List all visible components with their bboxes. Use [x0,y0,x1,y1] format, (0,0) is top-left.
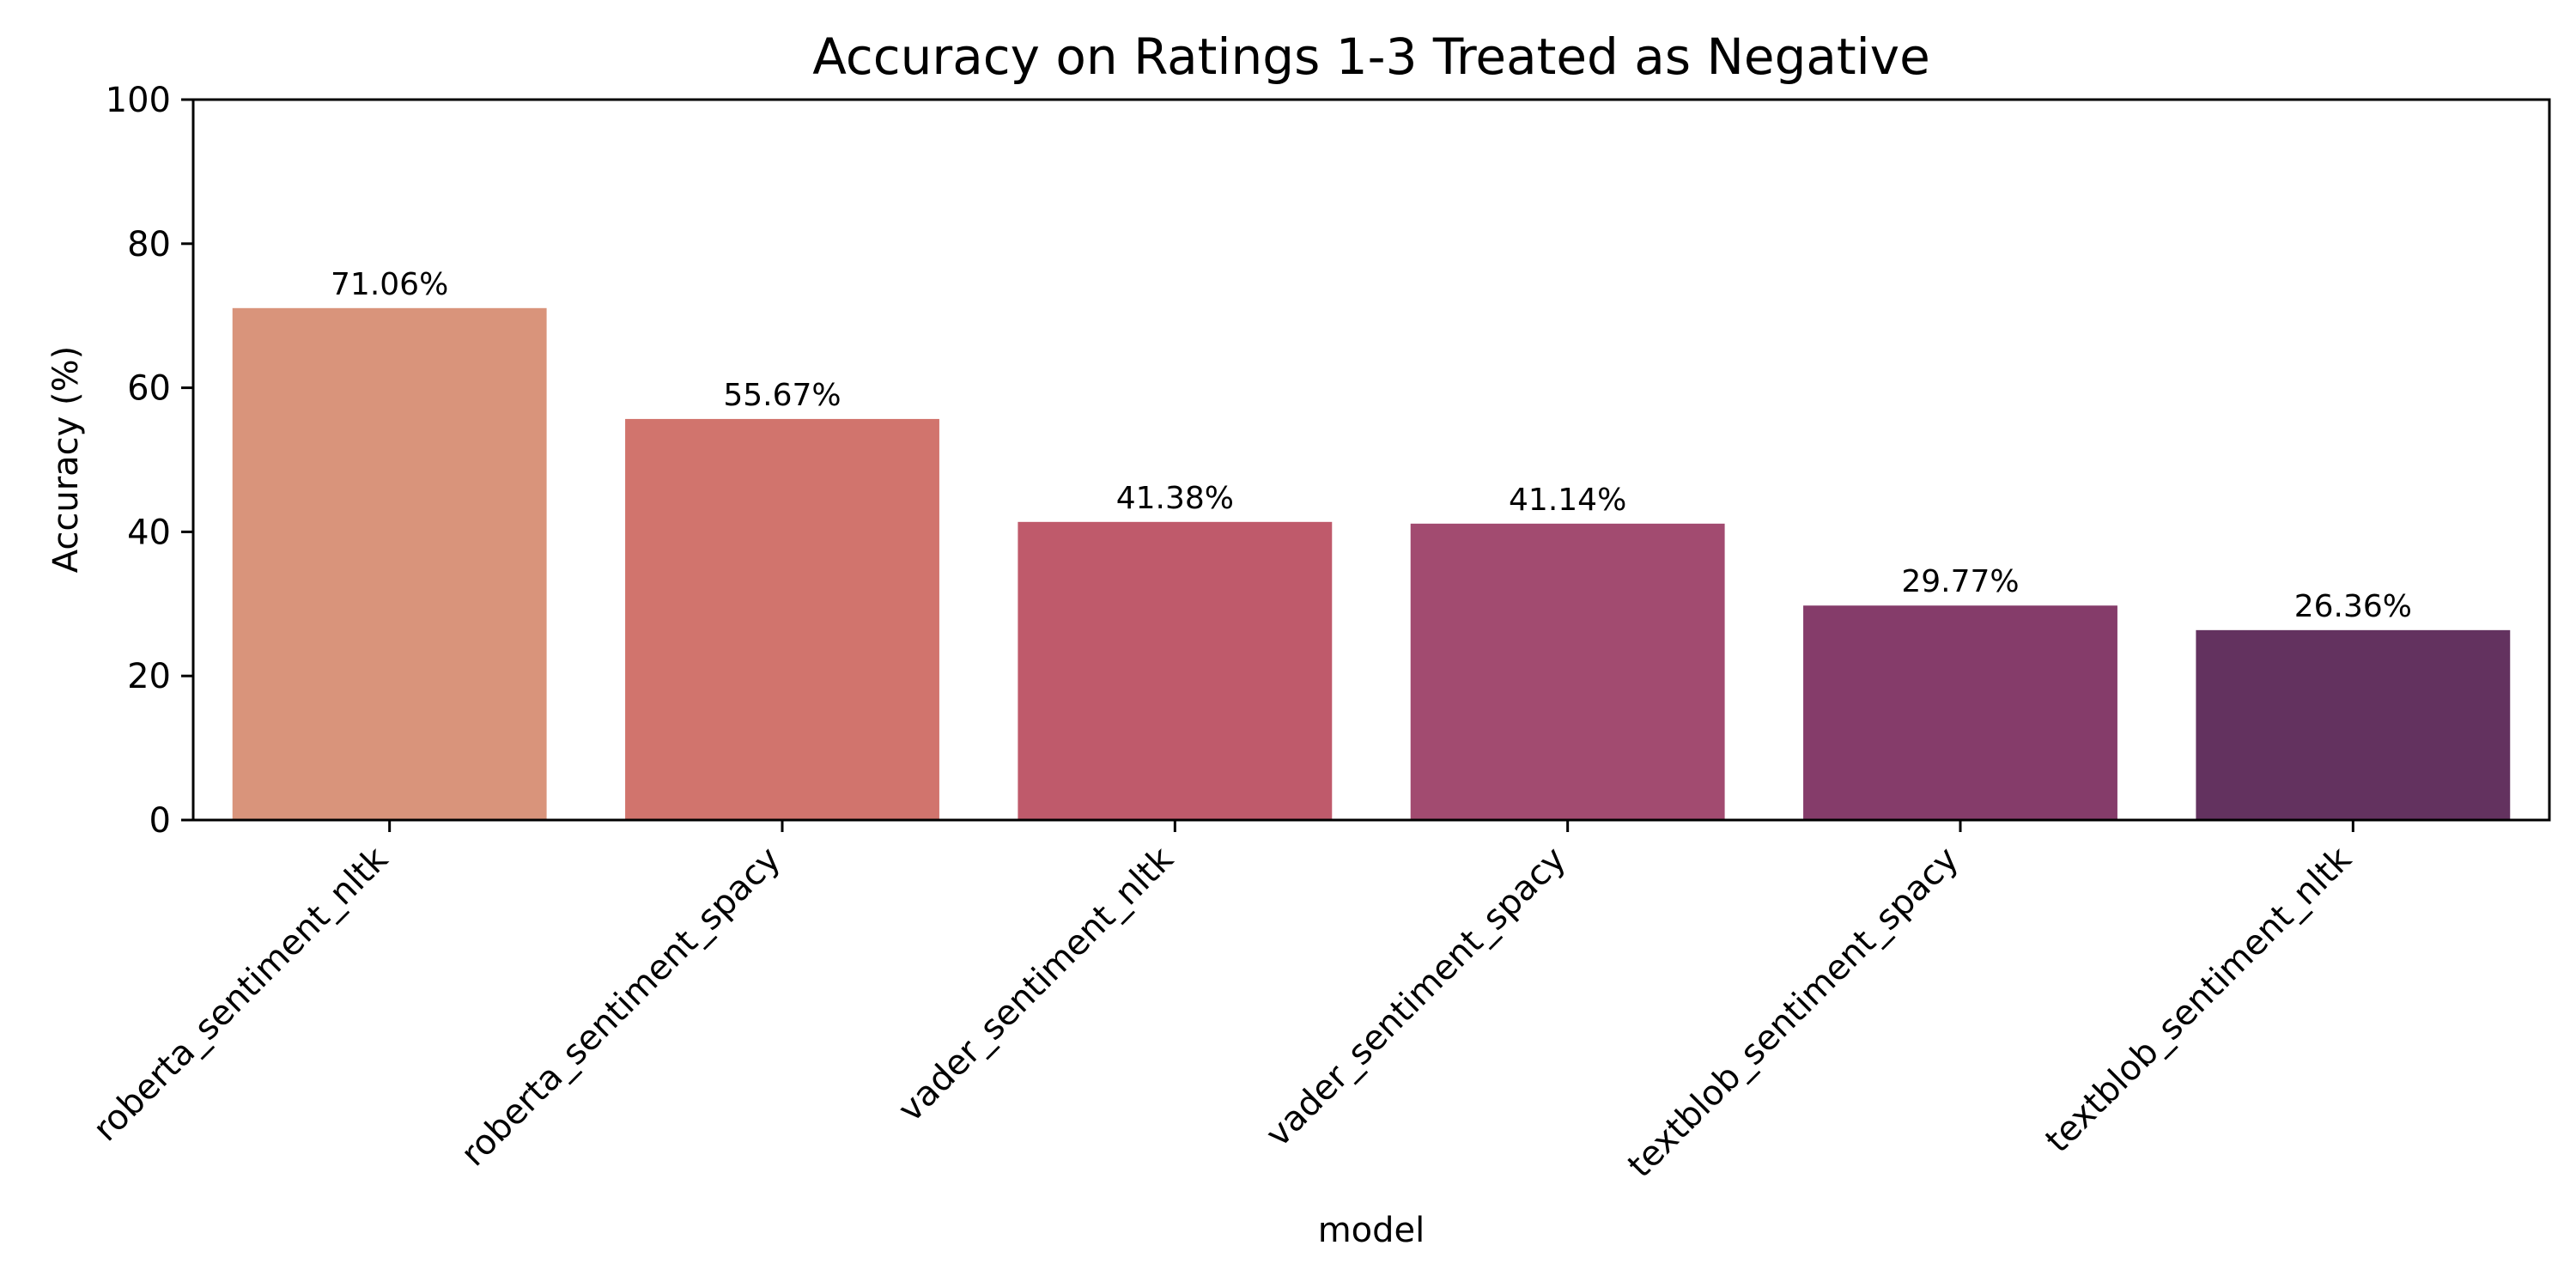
y-tick-label: 100 [106,81,171,120]
bar-textblob-sentiment-nltk [2196,629,2511,820]
bar-roberta-sentiment-nltk [232,307,547,820]
y-tick-label: 60 [127,369,171,409]
y-axis-label: Accuracy (%) [46,346,86,574]
y-tick-label: 80 [127,225,171,264]
bar-vader-sentiment-spacy [1410,523,1725,820]
bars [232,307,2511,820]
bar-textblob-sentiment-spacy [1803,605,2117,820]
data-labels: 71.06% 55.67% 41.38% 41.14% 29.77% 26.36% [331,267,2412,624]
bar-roberta-sentiment-spacy [625,418,939,820]
data-label: 29.77% [1901,564,2019,599]
y-tick-label: 40 [127,513,171,552]
data-label: 55.67% [723,378,841,413]
data-label: 71.06% [331,267,448,302]
y-tick-label: 0 [149,801,171,841]
y-tick-label: 20 [127,657,171,696]
plot-frame [191,98,2551,822]
y-axis-ticks: 0 20 40 60 80 100 [106,81,193,841]
bar-vader-sentiment-nltk [1018,521,1333,820]
x-axis-label: model [1318,1211,1425,1250]
data-label: 41.38% [1116,481,1234,516]
chart-title: Accuracy on Ratings 1-3 Treated as Negat… [812,27,1930,86]
data-label: 26.36% [2294,589,2412,624]
data-label: 41.14% [1509,483,1626,518]
